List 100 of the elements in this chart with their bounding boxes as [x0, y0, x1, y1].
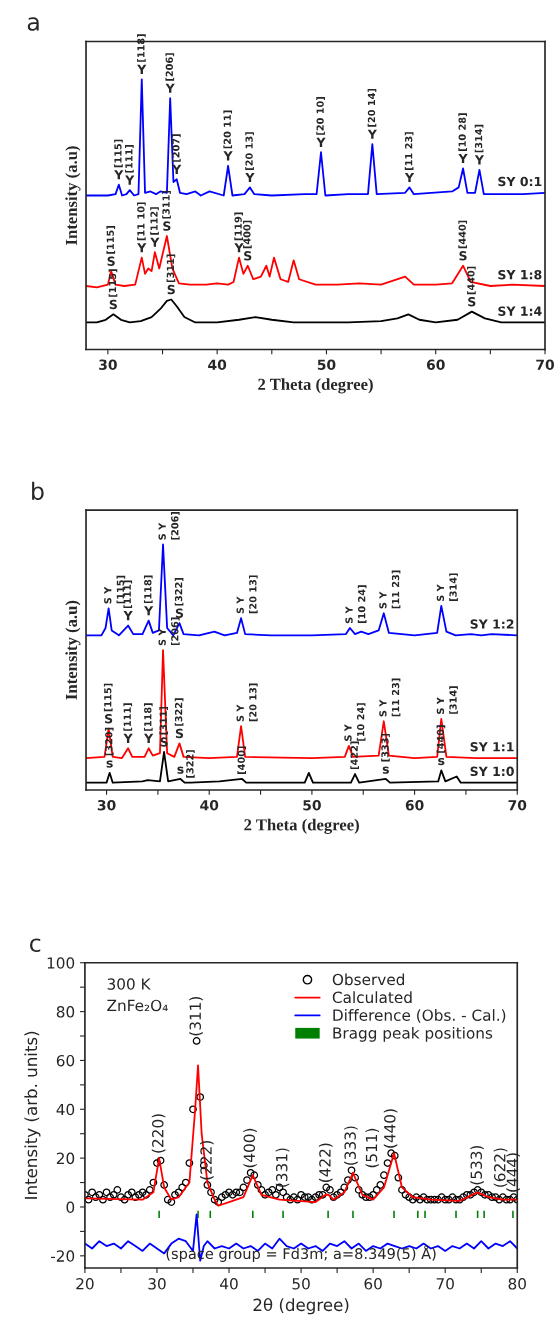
annotation: [20 10]	[316, 97, 325, 135]
x-tick-label: 40	[208, 359, 227, 370]
annotation: (622)	[493, 1148, 508, 1187]
annotation: [119]	[234, 212, 243, 241]
series-label: SY 1:1	[470, 742, 514, 752]
annotation: S	[167, 284, 175, 295]
annotation: (222)	[200, 1141, 214, 1180]
annotation: S Y	[104, 586, 112, 604]
annotation: (422)	[318, 1143, 333, 1182]
annotation: S	[163, 221, 171, 231]
series-label: SY 1:0	[470, 766, 514, 777]
chart-title: c	[30, 938, 41, 953]
annotation: [111]	[125, 145, 134, 173]
annotation: s	[177, 766, 184, 774]
annotation: Y	[474, 155, 485, 165]
annotation: [11 23]	[404, 132, 414, 170]
annotation: S Y	[379, 699, 387, 717]
annotation: [115]	[108, 269, 118, 297]
x-tick-label: 80	[508, 1278, 526, 1290]
x-tick-label: 60	[405, 799, 424, 811]
annotation: Y	[137, 64, 147, 74]
annotation: S	[244, 251, 252, 261]
annotation: S Y	[344, 724, 352, 741]
legend-label: Bragg peak positions	[333, 1026, 493, 1042]
x-tick-label: 50	[317, 359, 336, 370]
legend-label: Calculated	[332, 991, 412, 1004]
annotation: [206]	[170, 512, 180, 540]
annotation: [11 23]	[391, 678, 401, 717]
annotation: [440]	[467, 266, 476, 295]
annotation: [20 13]	[249, 575, 258, 614]
annotation: Y	[123, 733, 133, 743]
annotation: (400)	[243, 1128, 257, 1168]
annotation: Y	[144, 606, 154, 616]
annotation: [322]	[186, 750, 195, 778]
annotation: Y	[165, 83, 175, 93]
chart-title: b	[32, 481, 44, 500]
annotation: ZnFe₂O₄	[107, 999, 168, 1012]
annotation: [20 14]	[367, 89, 377, 127]
annotation: Y	[144, 733, 154, 743]
annotation: [440]	[436, 725, 446, 753]
y-axis-title: Intensity (a.u)	[65, 146, 81, 245]
annotation: Y	[150, 237, 160, 247]
annotation: [10 24]	[356, 703, 366, 741]
y-tick-label: -20	[50, 1250, 75, 1262]
annotation: [10 28]	[458, 113, 468, 151]
annotation: [320]	[104, 727, 114, 756]
annotation: [20 13]	[249, 683, 258, 722]
annotation: [118]	[143, 575, 153, 604]
x-tick-label: 40	[220, 1278, 238, 1290]
annotation: S Y	[436, 697, 445, 714]
annotation: Y	[234, 243, 244, 253]
annotation: [10 24]	[357, 585, 367, 623]
annotation: [311]	[162, 191, 171, 219]
annotation: s	[382, 766, 389, 774]
annotation: Y	[367, 129, 377, 139]
y-tick-label: 80	[56, 1006, 75, 1018]
series-label: SY 0:1	[498, 176, 542, 187]
annotation: S Y	[345, 606, 353, 624]
x-tick-label: 60	[426, 359, 445, 370]
x-axis-title: 2 Theta (degree)	[258, 378, 373, 394]
annotation: [118]	[137, 34, 146, 62]
annotation: [311]	[166, 254, 176, 282]
y-tick-label: 20	[56, 1152, 75, 1165]
annotation: (311)	[189, 996, 203, 1036]
annotation: [115]	[114, 139, 123, 168]
annotation: (440)	[383, 1109, 398, 1148]
y-tick-label: 40	[56, 1103, 75, 1116]
annotation: [115]	[106, 226, 116, 254]
annotation: Y	[458, 153, 468, 164]
annotation: S	[107, 256, 115, 266]
annotation: Y	[114, 170, 124, 180]
annotation: [11 23]	[391, 570, 401, 609]
annotation: Y	[223, 151, 233, 161]
annotation: Y	[245, 172, 255, 183]
annotation: [206]	[170, 617, 180, 646]
x-tick-label: 30	[99, 359, 117, 370]
annotation: [11 10]	[137, 202, 146, 241]
annotation: S	[459, 251, 467, 261]
annotation: S	[468, 297, 476, 307]
annotation: S Y	[236, 704, 244, 722]
y-axis-title: Intensity (arb. units)	[24, 1031, 41, 1199]
x-tick-label: 70	[436, 1278, 454, 1290]
annotation: S	[175, 728, 184, 739]
annotation: s	[106, 760, 113, 768]
annotation: [311]	[159, 706, 169, 735]
series-label: SY 1:4	[498, 306, 542, 316]
x-tick-label: 50	[303, 799, 321, 811]
series-label: SY 1:8	[498, 269, 542, 280]
annotation: [111]	[123, 703, 133, 731]
annotation: (511)	[365, 1128, 380, 1168]
x-tick-label: 40	[200, 799, 219, 811]
x-tick-label: 70	[536, 359, 555, 370]
annotation: (331)	[275, 1148, 290, 1187]
annotation: [20 11]	[223, 110, 233, 149]
annotation: [400]	[243, 220, 252, 249]
annotation: (333)	[344, 1126, 358, 1165]
legend-label: Observed	[332, 973, 405, 986]
annotation: 300 K	[107, 978, 151, 990]
x-tick-label: 30	[148, 1278, 166, 1290]
annotation: [206]	[165, 53, 175, 81]
